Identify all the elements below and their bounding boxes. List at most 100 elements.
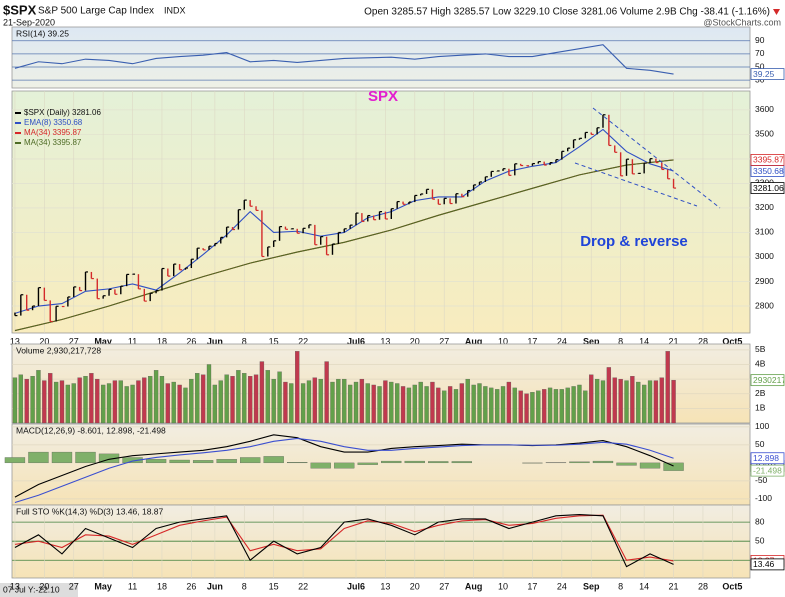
y-tick-label: 3200	[755, 202, 774, 212]
bar	[12, 377, 18, 424]
bar	[24, 378, 29, 424]
bar	[647, 380, 653, 424]
bar	[295, 351, 300, 424]
bar	[477, 383, 482, 424]
bar	[306, 380, 312, 424]
bar	[124, 386, 129, 424]
bar	[289, 383, 294, 424]
bar	[569, 461, 590, 464]
bar	[547, 387, 553, 424]
bar	[406, 387, 412, 424]
value-box-label: 39.25	[753, 69, 775, 79]
index-name: S&P 500 Large Cap Index	[38, 6, 154, 17]
x-tick-label: 15	[269, 336, 279, 346]
bar	[136, 380, 141, 424]
bar	[287, 462, 308, 464]
x-tick-label: Sep	[583, 336, 600, 346]
bar	[240, 457, 261, 464]
panel	[12, 91, 750, 333]
bar	[451, 461, 473, 464]
value-box	[750, 68, 785, 80]
bar	[248, 376, 253, 424]
bar	[169, 459, 190, 464]
y-tick-label: -100	[755, 493, 772, 503]
bar	[142, 377, 147, 424]
x-tick-label: Jun	[207, 336, 223, 346]
bar	[59, 380, 65, 424]
bar	[153, 370, 159, 424]
bar	[30, 376, 35, 424]
value-box	[750, 182, 785, 194]
bar	[594, 378, 600, 424]
series-line	[14, 44, 674, 75]
bar	[357, 462, 378, 465]
bar	[112, 380, 118, 424]
x-tick-label: 17	[527, 581, 537, 591]
bar	[336, 378, 341, 424]
x-tick-label: 10	[498, 581, 508, 591]
bar	[4, 457, 26, 464]
y-tick-label: 1B	[755, 403, 766, 413]
bar	[145, 459, 167, 464]
bar	[653, 380, 659, 424]
panel	[12, 40, 750, 81]
bar	[42, 380, 47, 424]
exchange: INDX	[164, 5, 186, 15]
x-tick-label: 13	[10, 581, 20, 591]
bar	[659, 377, 664, 424]
x-tick-label: Aug	[465, 336, 483, 346]
y-tick-label: 3500	[755, 129, 774, 139]
bar	[453, 389, 459, 424]
value-box-label: 13.46	[753, 559, 775, 569]
x-tick-label: 20	[39, 336, 49, 346]
y-tick-label: 2800	[755, 300, 774, 310]
x-tick-label: 13	[380, 336, 390, 346]
y-tick-label: 100	[755, 421, 769, 431]
symbol: $SPX	[3, 2, 37, 17]
series-line	[14, 513, 674, 568]
x-tick-label: Aug	[465, 581, 483, 591]
bar	[300, 383, 306, 424]
bar	[159, 376, 165, 424]
date: 21-Sep-2020	[3, 17, 55, 27]
bar	[616, 462, 637, 466]
x-tick-label: 27	[69, 581, 79, 591]
bar	[395, 383, 400, 424]
annotation: SPX	[368, 88, 398, 105]
bar	[553, 389, 559, 424]
bar	[100, 384, 106, 424]
panel	[12, 505, 750, 578]
bar	[183, 387, 188, 424]
x-tick-label: 8	[618, 581, 623, 591]
bar	[195, 373, 200, 424]
x-tick-label: 8	[242, 336, 247, 346]
x-tick-label: 27	[439, 336, 449, 346]
bar	[639, 462, 661, 469]
value-box	[750, 464, 785, 477]
bar	[663, 462, 684, 471]
value-box	[750, 154, 785, 166]
bar	[277, 371, 282, 424]
bar	[218, 380, 223, 424]
bar	[75, 451, 96, 464]
x-tick-label: 21	[669, 336, 679, 346]
y-tick-label: 2B	[755, 388, 766, 398]
bar	[263, 456, 284, 464]
x-tick-label: 18	[157, 581, 167, 591]
bar	[436, 387, 441, 424]
y-tick-label: 90	[755, 35, 765, 45]
x-tick-label: 15	[269, 581, 279, 591]
x-tick-label: Oct5	[722, 336, 742, 346]
series-line	[14, 434, 674, 498]
bar	[118, 380, 123, 424]
down-arrow	[773, 9, 780, 15]
bar	[230, 376, 235, 424]
y-tick-label: 50	[755, 439, 765, 449]
bar	[48, 373, 53, 424]
bar	[89, 373, 94, 424]
source: @StockCharts.com	[703, 17, 781, 27]
bar	[365, 383, 370, 424]
x-tick-label: 20	[39, 581, 49, 591]
bar	[565, 387, 570, 424]
x-tick-label: 20	[410, 336, 420, 346]
